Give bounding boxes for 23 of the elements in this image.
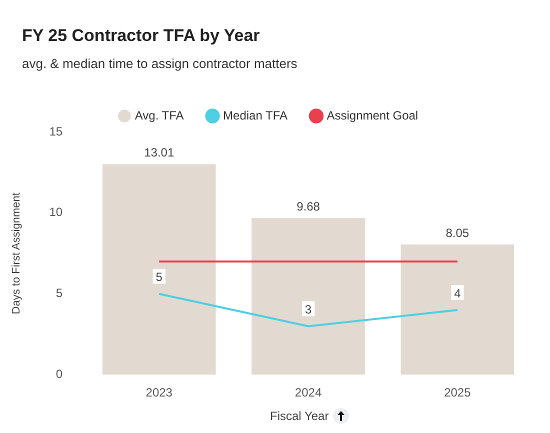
legend-label: Median TFA xyxy=(223,108,288,122)
data-label: 8.05 xyxy=(446,226,470,240)
x-tick-label: 2025 xyxy=(444,385,472,400)
data-label: 9.68 xyxy=(296,199,320,214)
y-tick-label: 10 xyxy=(49,205,63,220)
bar xyxy=(252,218,365,375)
y-tick-label: 5 xyxy=(56,286,63,300)
data-label: 13.01 xyxy=(144,146,174,160)
y-axis-title: Days to First Assignment xyxy=(10,192,23,314)
bar xyxy=(400,244,514,375)
chart-subtitle: avg. & median time to assign contractor matters xyxy=(22,56,298,71)
y-tick-label: 0 xyxy=(56,367,63,382)
bar xyxy=(102,164,216,375)
legend-label: Avg. TFA xyxy=(134,108,184,122)
y-tick-label: 15 xyxy=(49,124,63,138)
chart-title: FY 25 Contractor TFA by Year xyxy=(22,26,260,46)
x-tick-label: 2023 xyxy=(146,385,173,400)
data-label: 3 xyxy=(304,302,312,317)
x-tick-label: 2024 xyxy=(294,385,322,400)
data-label: 5 xyxy=(156,270,163,284)
x-axis-title: Fiscal Year xyxy=(270,409,329,423)
data-label: 4 xyxy=(454,286,462,300)
legend-label: Assignment Goal xyxy=(326,108,418,122)
